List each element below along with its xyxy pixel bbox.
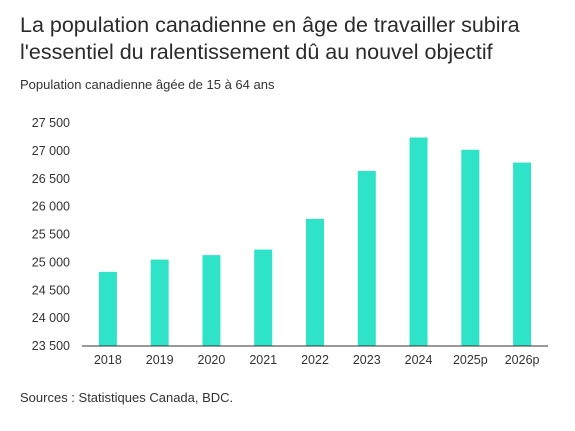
y-tick-label: 26 000 — [32, 200, 70, 214]
bar-2024 — [409, 137, 428, 346]
x-tick-label: 2018 — [94, 353, 122, 367]
y-tick-label: 23 500 — [32, 339, 70, 353]
y-tick-label: 27 500 — [32, 116, 70, 130]
x-tick-label: 2019 — [146, 353, 174, 367]
y-tick-label: 27 000 — [32, 144, 70, 158]
y-tick-label: 24 000 — [32, 311, 70, 325]
bar-2018 — [98, 271, 117, 346]
x-tick-label: 2026p — [505, 353, 540, 367]
bar-2021 — [254, 249, 273, 346]
bar-2019 — [150, 259, 169, 346]
chart-subtitle: Population canadienne âgée de 15 à 64 an… — [20, 77, 275, 92]
bar-2022 — [306, 218, 324, 346]
source-note: Sources : Statistiques Canada, BDC. — [20, 390, 234, 405]
chart-title: La population canadienne en âge de trava… — [20, 13, 520, 64]
x-tick-label: 2022 — [301, 353, 329, 367]
bar-2020 — [202, 255, 221, 346]
bar-2025p — [461, 149, 480, 346]
bar-2026p — [513, 162, 532, 346]
x-tick-label: 2021 — [249, 353, 277, 367]
y-tick-label: 24 500 — [32, 283, 70, 297]
x-tick-label: 2020 — [198, 353, 226, 367]
y-tick-label: 25 500 — [32, 228, 70, 242]
x-tick-label: 2024 — [405, 353, 433, 367]
x-tick-label: 2023 — [353, 353, 381, 367]
y-tick-label: 26 500 — [32, 172, 70, 186]
x-tick-label: 2025p — [453, 353, 488, 367]
bar-2023 — [357, 170, 376, 346]
y-tick-label: 25 000 — [32, 255, 70, 269]
